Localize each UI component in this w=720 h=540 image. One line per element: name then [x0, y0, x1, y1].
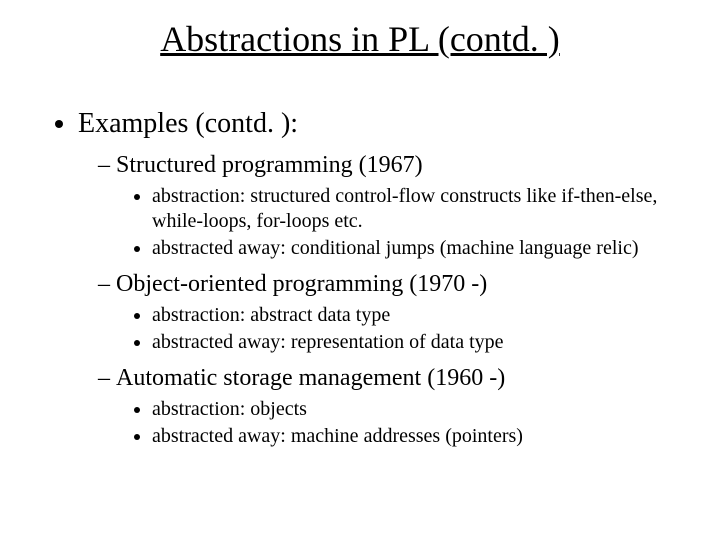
list-item: Object-oriented programming (1970 -) abs…	[98, 269, 670, 355]
list-item: abstraction: abstract data type	[152, 303, 670, 328]
list-item: abstracted away: representation of data …	[152, 330, 670, 355]
bullet-list-level3: abstraction: abstract data type abstract…	[116, 303, 670, 355]
bullet-list-level2: Structured programming (1967) abstractio…	[78, 150, 670, 449]
list-item: Examples (contd. ): Structured programmi…	[78, 108, 670, 449]
list-item: abstraction: structured control-flow con…	[152, 184, 670, 234]
bullet-list-level1: Examples (contd. ): Structured programmi…	[50, 108, 670, 449]
slide: Abstractions in PL (contd. ) Examples (c…	[0, 0, 720, 540]
level3-text: abstraction: structured control-flow con…	[152, 185, 657, 232]
list-item: Structured programming (1967) abstractio…	[98, 150, 670, 261]
list-item: abstracted away: machine addresses (poin…	[152, 424, 670, 449]
level2-text: Automatic storage management (1960 -)	[116, 365, 505, 391]
list-item: abstraction: objects	[152, 397, 670, 422]
level2-text: Object-oriented programming (1970 -)	[116, 271, 487, 297]
bullet-list-level3: abstraction: objects abstracted away: ma…	[116, 397, 670, 449]
slide-title: Abstractions in PL (contd. )	[50, 18, 670, 60]
level2-text: Structured programming (1967)	[116, 152, 423, 178]
level3-text: abstracted away: representation of data …	[152, 331, 504, 353]
bullet-list-level3: abstraction: structured control-flow con…	[116, 184, 670, 261]
list-item: Automatic storage management (1960 -) ab…	[98, 363, 670, 449]
level3-text: abstracted away: conditional jumps (mach…	[152, 237, 638, 259]
list-item: abstracted away: conditional jumps (mach…	[152, 236, 670, 261]
level1-text: Examples (contd. ):	[78, 108, 298, 139]
level3-text: abstracted away: machine addresses (poin…	[152, 425, 523, 447]
level3-text: abstraction: objects	[152, 398, 307, 420]
level3-text: abstraction: abstract data type	[152, 304, 390, 326]
